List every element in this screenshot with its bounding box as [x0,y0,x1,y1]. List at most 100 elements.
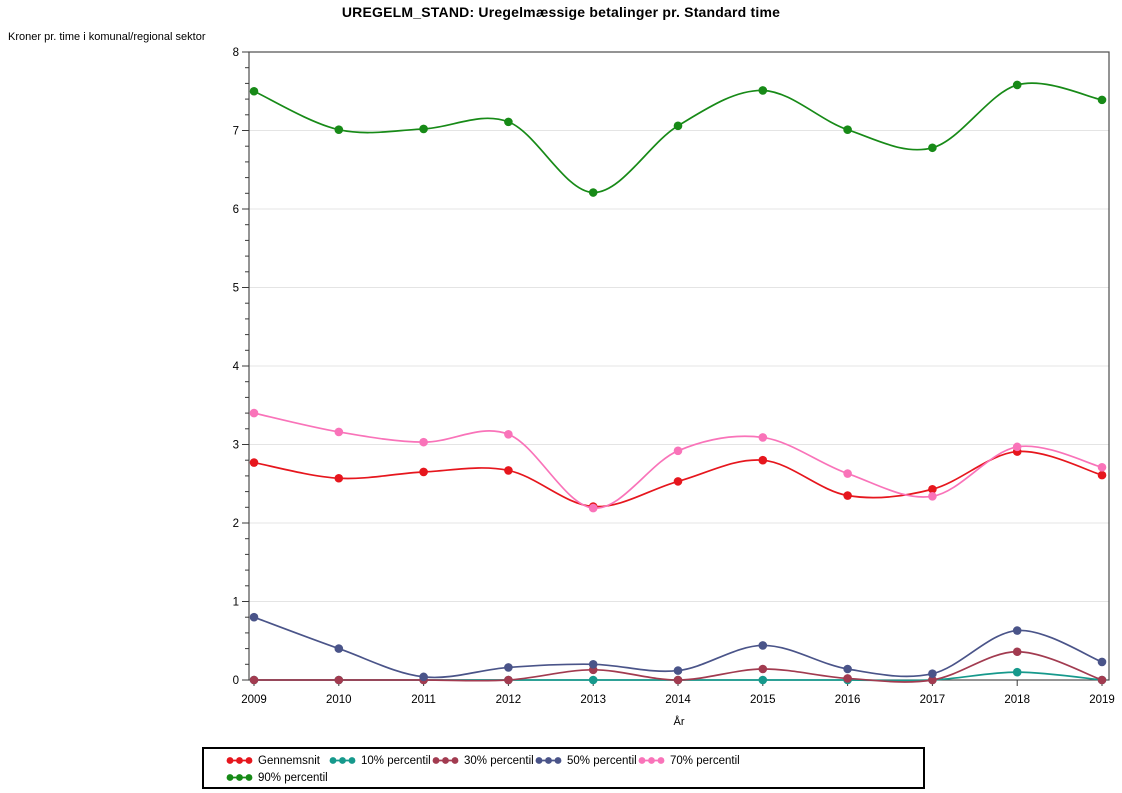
x-tick-label: 2017 [920,694,946,706]
data-point-70-percentil [419,437,428,447]
x-tick-label: 2014 [665,694,691,706]
y-tick-label: 1 [233,597,239,609]
data-point-90-percentil [1012,80,1022,90]
data-point-30-percentil [1012,647,1022,657]
legend-label: 70% percentil [670,754,740,767]
data-point-30-percentil [334,675,344,685]
data-point-10-percentil [588,675,598,685]
data-point-gennemsnit [504,466,513,475]
data-point-gennemsnit [419,467,428,477]
x-tick-label: 2016 [835,694,861,706]
data-point-10-percentil [758,675,768,685]
data-point-70-percentil [249,408,259,418]
data-point-90-percentil [758,86,768,95]
data-point-90-percentil [249,86,259,96]
legend-label: 90% percentil [258,771,328,784]
legend-marker-70-percentil-icon [638,757,665,764]
legend-marker-30-percentil-icon [432,757,459,764]
legend-marker-50-percentil-icon [535,757,562,764]
legend-marker-90-percentil-icon [226,774,253,781]
data-point-90-percentil [1097,95,1107,105]
data-point-70-percentil [673,446,683,456]
y-tick-label: 6 [233,204,239,216]
legend-marker-10-percentil-icon [329,757,356,764]
data-point-50-percentil [249,612,259,622]
data-point-90-percentil [843,125,852,135]
data-point-gennemsnit [334,473,344,483]
legend-item-70-percentil: 70% percentil [638,755,741,767]
data-point-50-percentil [588,660,598,669]
data-point-70-percentil [758,433,768,442]
data-point-30-percentil [504,675,513,685]
y-tick-label: 0 [233,675,239,687]
series-90-percentil [249,80,1107,197]
data-point-70-percentil [588,503,598,513]
data-point-90-percentil [504,117,513,127]
legend-label: Gennemsnit [258,754,321,767]
y-tick-label: 5 [233,283,239,295]
x-tick-label: 2010 [326,694,352,706]
legend-item-10-percentil: 10% percentil [329,755,432,767]
x-tick-label: 2013 [580,694,606,706]
x-tick-label: 2009 [241,694,267,706]
x-tick-label: 2019 [1089,694,1115,706]
gridlines [249,130,1109,602]
data-point-50-percentil [419,672,428,682]
legend-item-gennemsnit: Gennemsnit [226,755,329,767]
data-point-50-percentil [928,669,937,679]
x-tick-label: 2018 [1004,694,1030,706]
data-point-50-percentil [673,666,683,675]
legend-item-50-percentil: 50% percentil [535,755,638,767]
data-point-70-percentil [1097,462,1107,472]
data-point-50-percentil [843,664,852,674]
data-point-70-percentil [843,469,852,478]
legend-marker-gennemsnit-icon [226,757,253,764]
series-70-percentil [249,408,1107,513]
legend-item-30-percentil: 30% percentil [432,755,535,767]
data-point-50-percentil [1012,626,1022,635]
series-50-percentil [249,612,1107,682]
data-point-90-percentil [588,188,598,197]
y-axis: 0 1 2 3 4 5 6 7 8 [233,47,249,687]
y-tick-label: 2 [233,518,239,530]
data-point-70-percentil [334,427,344,437]
y-tick-label: 7 [233,126,239,138]
data-point-gennemsnit [843,491,852,500]
data-point-30-percentil [1097,675,1107,685]
x-tick-label: 2012 [496,694,522,706]
plot-area: 0 1 2 3 4 5 6 7 8 2009 2010 2011 2012 2013 2014 2 0 1 5 201… [233,47,1115,706]
data-point-30-percentil [249,675,259,685]
data-point-30-percentil [843,674,852,683]
series-30-percentil [249,647,1107,685]
y-tick-label: 3 [233,440,239,452]
data-point-70-percentil [1012,442,1022,452]
data-point-30-percentil [928,675,937,685]
x-tick-label: 2011 [411,694,436,706]
legend-label: 30% percentil [464,754,534,767]
series-line-70-percentil [253,412,1103,509]
data-point-gennemsnit [249,458,259,467]
data-point-50-percentil [758,641,768,650]
data-point-gennemsnit [1097,470,1107,480]
data-point-10-percentil [1012,667,1022,677]
legend-label: 10% percentil [361,754,431,767]
data-point-gennemsnit [928,484,937,494]
data-point-30-percentil [758,664,768,674]
legend: Gennemsnit 10% percentil 30% percentil 50% … [202,747,925,789]
data-point-90-percentil [419,124,428,134]
y-tick-label: 4 [233,361,240,373]
series-gennemsnit [249,447,1107,511]
legend-item-90-percentil: 90% percentil [226,772,329,784]
data-point-90-percentil [928,143,937,153]
y-tick-label: 8 [233,47,239,59]
data-point-50-percentil [504,663,513,672]
data-point-90-percentil [334,125,344,135]
x-axis-label: År [673,716,685,728]
data-point-90-percentil [673,121,683,131]
legend-label: 50% percentil [567,754,637,767]
chart-title: UREGELM_STAND: Uregelmæssige betalinger … [341,4,781,20]
data-point-50-percentil [334,644,344,653]
y-axis-unit-label: Kroner pr. time i komunal/regional sekto… [8,31,206,43]
series-line-90-percentil [253,82,1103,194]
